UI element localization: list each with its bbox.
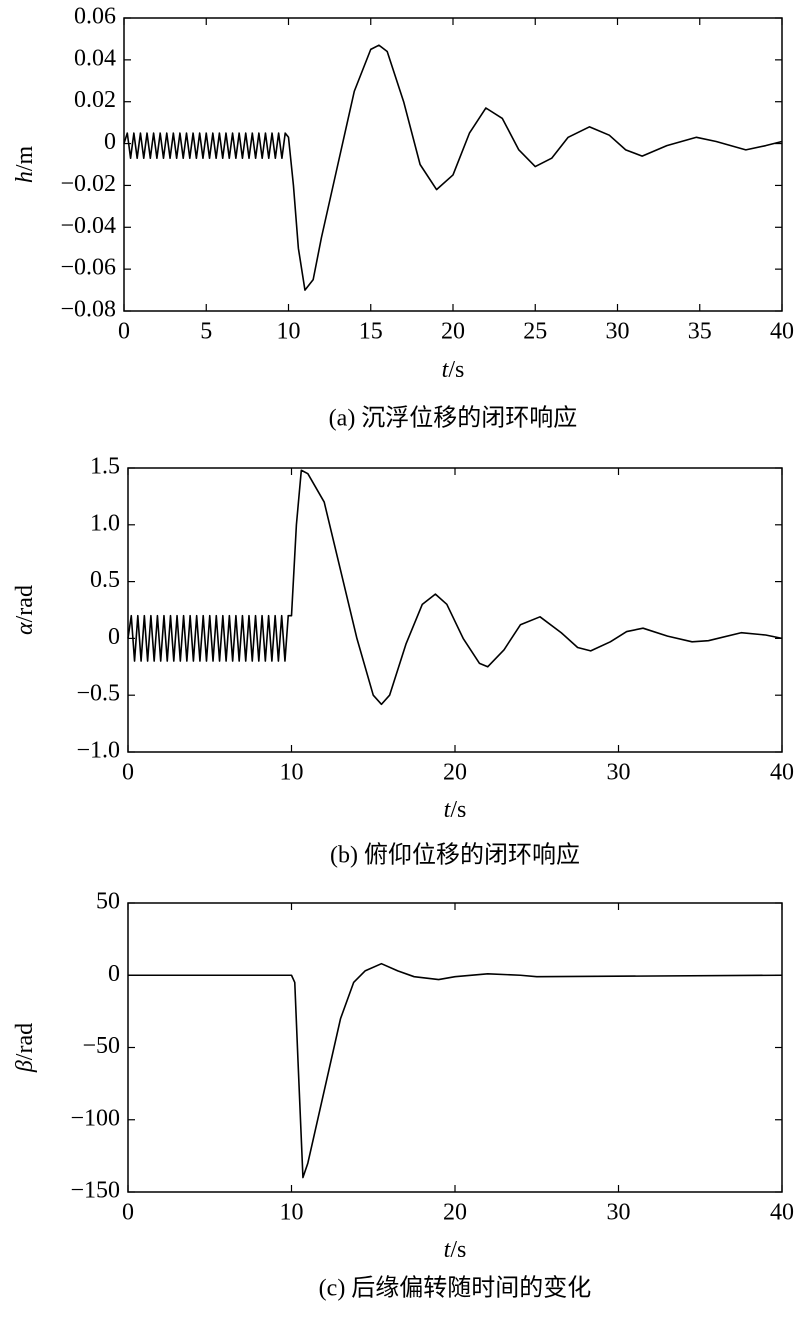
x-tick-label: 0 [122,760,134,786]
y-tick-label: −100 [70,1105,120,1131]
y-tick-label: −0.5 [76,681,120,707]
x-tick-label: 40 [770,319,794,345]
data-line [128,962,783,1179]
x-tick-label: 30 [606,319,630,345]
y-tick-label: −0.08 [60,297,116,323]
x-axis-label: t/s [444,797,467,823]
y-tick-label: 1.0 [90,510,120,536]
x-axis-label: t/s [442,357,465,383]
x-tick-label: 5 [200,319,212,345]
x-tick-label: 40 [770,1200,794,1226]
x-tick-label: 40 [770,760,794,786]
y-axis-label: α/rad [12,585,38,635]
x-tick-label: 25 [523,319,547,345]
plot-frame [127,467,783,753]
x-tick-label: 30 [607,1200,631,1226]
y-tick-label: 0 [104,129,116,155]
x-tick-label: 20 [443,1200,467,1226]
x-tick-label: 0 [118,319,130,345]
y-tick-label: 1.5 [90,454,120,480]
y-tick-label: −50 [82,1033,120,1059]
y-tick-label: 0.06 [74,4,116,30]
y-tick-label: −0.02 [60,171,116,197]
x-tick-label: 15 [359,319,383,345]
y-tick-label: −150 [70,1178,120,1204]
x-tick-label: 10 [280,760,304,786]
y-axis-label: h/m [12,146,38,184]
y-axis-label: β/rad [12,1023,38,1073]
y-tick-label: 0 [108,961,120,987]
caption: (a) 沉浮位移的闭环响应 [329,405,578,432]
y-tick-label: −0.04 [60,213,116,239]
x-tick-label: 20 [443,760,467,786]
plot-frame [127,902,783,1193]
x-tick-label: 20 [441,319,465,345]
x-tick-label: 30 [607,760,631,786]
data-line [127,469,783,706]
y-tick-label: 50 [96,889,120,915]
x-tick-label: 10 [277,319,301,345]
y-tick-label: 0.5 [90,567,120,593]
plot-frame [123,17,783,312]
caption: (b) 俯仰位移的闭环响应 [330,842,580,869]
y-tick-label: 0.04 [74,45,116,71]
x-tick-label: 10 [280,1200,304,1226]
y-tick-label: −0.06 [60,255,116,281]
x-tick-label: 0 [122,1200,134,1226]
x-axis-label: t/s [444,1237,467,1263]
y-tick-label: 0 [108,624,120,650]
y-tick-label: −1.0 [76,738,120,764]
y-tick-label: 0.02 [74,87,116,113]
data-line [123,44,783,291]
caption: (c) 后缘偏转随时间的变化 [319,1275,592,1302]
x-tick-label: 35 [688,319,712,345]
